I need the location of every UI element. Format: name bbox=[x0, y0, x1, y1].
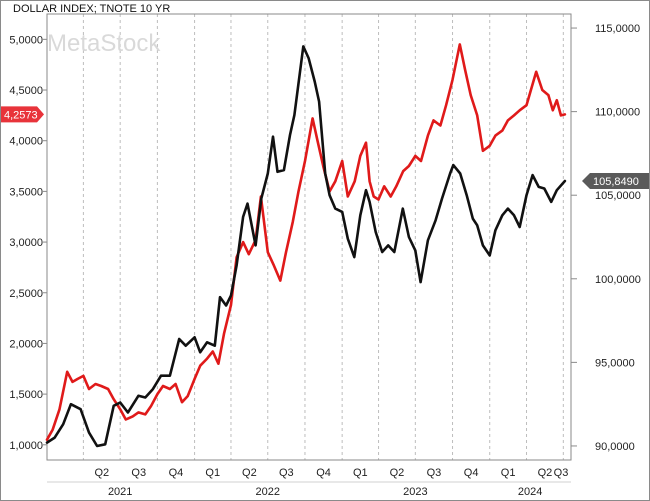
x-tick-label-year: 2022 bbox=[256, 486, 280, 498]
right-tick-label: 115,0000 bbox=[595, 23, 640, 35]
left-axis: 5,0000 4,5000 4,0000 3,5000 3,0000 2,5000 2,00… bbox=[9, 34, 47, 452]
x-tick-label-year: 2021 bbox=[108, 486, 132, 498]
x-tick-label-quarter: Q3 bbox=[427, 467, 442, 479]
x-tick-label-quarter: Q3 bbox=[554, 467, 569, 479]
left-tick-label: 1,5000 bbox=[9, 389, 43, 401]
series-line-tnote bbox=[45, 43, 567, 442]
x-tick-label-quarter: Q3 bbox=[279, 467, 294, 479]
left-tick-label: 2,5000 bbox=[9, 288, 43, 300]
right-axis: 115,0000 110,0000 105,0000 100,0000 95,0000 9… bbox=[571, 23, 641, 453]
x-tick-label-quarter: Q4 bbox=[169, 467, 184, 479]
x-tick-label-quarter: Q1 bbox=[501, 467, 516, 479]
right-tick-label: 95,0000 bbox=[595, 357, 635, 369]
right-tick-label: 100,0000 bbox=[595, 274, 641, 286]
x-tick-label-quarter: Q3 bbox=[131, 467, 146, 479]
left-tick-label: 4,0000 bbox=[9, 136, 43, 148]
grid-lines bbox=[82, 14, 564, 460]
right-tick-label: 90,0000 bbox=[595, 441, 635, 453]
tnote-last-value-label: 4,2573 bbox=[4, 109, 38, 121]
x-tick-label-year: 2023 bbox=[403, 486, 427, 498]
left-tick-label: 1,0000 bbox=[9, 440, 43, 452]
last-value-tags: 4,2573 105,8490 bbox=[1, 106, 649, 189]
left-tick-label: 3,5000 bbox=[9, 186, 43, 198]
x-tick-label-quarter: Q4 bbox=[464, 467, 479, 479]
x-tick-label-quarter: Q1 bbox=[205, 467, 220, 479]
chart-title: DOLLAR INDEX; TNOTE 10 YR bbox=[13, 3, 170, 15]
x-tick-label-quarter: Q2 bbox=[94, 467, 109, 479]
x-tick-label-year: 2024 bbox=[518, 486, 542, 498]
dollar-index-last-value-tag bbox=[582, 172, 649, 189]
plot-frame bbox=[46, 13, 572, 461]
x-tick-label-quarter: Q2 bbox=[242, 467, 257, 479]
x-tick-label-quarter: Q1 bbox=[353, 467, 368, 479]
right-tick-label: 105,0000 bbox=[595, 190, 641, 202]
watermark: MetaStock bbox=[47, 30, 161, 57]
series-line-dollar_index bbox=[45, 45, 567, 448]
x-tick-label-quarter: Q2 bbox=[538, 467, 553, 479]
left-tick-label: 3,0000 bbox=[9, 237, 43, 249]
x-tick-label-quarter: Q2 bbox=[390, 467, 405, 479]
series-group bbox=[45, 43, 567, 448]
tnote-last-value-tag bbox=[1, 106, 44, 123]
dollar-index-last-value-label: 105,8490 bbox=[593, 176, 639, 188]
left-tick-label: 2,0000 bbox=[9, 338, 43, 350]
left-tick-label: 4,5000 bbox=[9, 85, 43, 97]
x-tick-label-quarter: Q4 bbox=[316, 467, 331, 479]
right-tick-label: 110,0000 bbox=[595, 107, 640, 119]
left-tick-label: 5,0000 bbox=[9, 34, 43, 46]
